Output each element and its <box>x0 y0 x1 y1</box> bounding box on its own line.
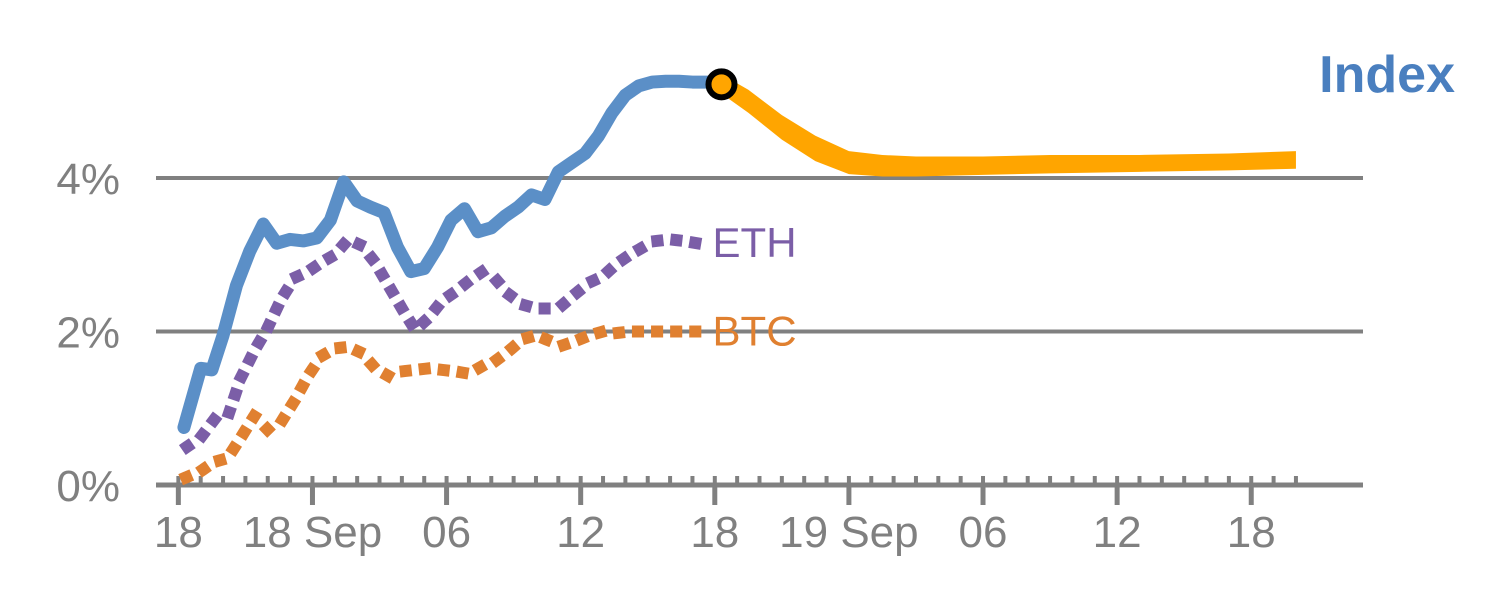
y-tick-label: 4% <box>56 155 120 204</box>
y-tick-labels: 0% 2% 4% <box>56 155 120 511</box>
eth-label: ETH <box>713 219 797 266</box>
data-series <box>177 74 729 486</box>
x-tick-label: 18 Sep <box>243 508 382 557</box>
forecast-start-marker <box>705 68 738 101</box>
gridlines <box>156 176 1363 334</box>
y-tick-label: 2% <box>56 309 120 358</box>
chart-title: Index <box>1319 46 1455 104</box>
x-tick-label: 06 <box>422 508 471 557</box>
forecast-start-point[interactable] <box>705 68 738 101</box>
x-tick-label: 06 <box>959 508 1008 557</box>
btc-label: BTC <box>713 308 797 355</box>
x-tick-labels: 18 18 Sep 06 12 18 19 Sep 06 12 18 <box>154 508 1276 557</box>
forecast-band-area <box>721 74 1296 177</box>
index-title: Index <box>1319 46 1455 104</box>
x-tick-label: 12 <box>556 508 605 557</box>
x-axis <box>156 476 1363 505</box>
x-tick-label: 19 Sep <box>779 508 918 557</box>
x-tick-label: 18 <box>1227 508 1276 557</box>
series-annotations: ETH BTC <box>713 219 797 354</box>
forecast-band <box>721 74 1296 177</box>
series-line-eth <box>178 232 704 455</box>
x-tick-label: 12 <box>1093 508 1142 557</box>
x-tick-label: 18 <box>154 508 203 557</box>
series-line-btc <box>178 325 717 486</box>
y-tick-label: 0% <box>56 462 120 511</box>
x-tick-label: 18 <box>690 508 739 557</box>
series-line-index <box>177 74 729 434</box>
